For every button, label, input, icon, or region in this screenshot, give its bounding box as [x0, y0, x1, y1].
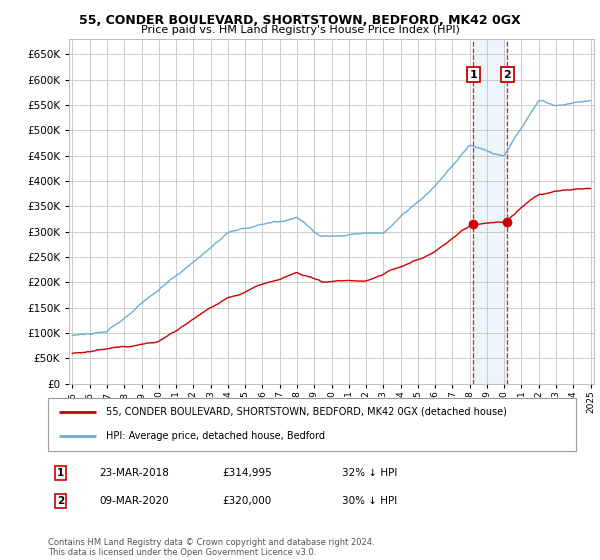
Text: £314,995: £314,995 — [222, 468, 272, 478]
Text: Price paid vs. HM Land Registry's House Price Index (HPI): Price paid vs. HM Land Registry's House … — [140, 25, 460, 35]
Bar — [473, 39, 508, 384]
Text: 1: 1 — [470, 69, 478, 80]
FancyBboxPatch shape — [48, 398, 576, 451]
Text: 09-MAR-2020: 09-MAR-2020 — [99, 496, 169, 506]
Text: 2: 2 — [503, 69, 511, 80]
Text: £320,000: £320,000 — [222, 496, 271, 506]
Text: 55, CONDER BOULEVARD, SHORTSTOWN, BEDFORD, MK42 0GX: 55, CONDER BOULEVARD, SHORTSTOWN, BEDFOR… — [79, 14, 521, 27]
Text: 55, CONDER BOULEVARD, SHORTSTOWN, BEDFORD, MK42 0GX (detached house): 55, CONDER BOULEVARD, SHORTSTOWN, BEDFOR… — [106, 407, 507, 417]
Text: 1: 1 — [57, 468, 64, 478]
Text: HPI: Average price, detached house, Bedford: HPI: Average price, detached house, Bedf… — [106, 431, 325, 441]
Text: 23-MAR-2018: 23-MAR-2018 — [99, 468, 169, 478]
Text: Contains HM Land Registry data © Crown copyright and database right 2024.
This d: Contains HM Land Registry data © Crown c… — [48, 538, 374, 557]
Text: 30% ↓ HPI: 30% ↓ HPI — [342, 496, 397, 506]
Text: 2: 2 — [57, 496, 64, 506]
Text: 32% ↓ HPI: 32% ↓ HPI — [342, 468, 397, 478]
